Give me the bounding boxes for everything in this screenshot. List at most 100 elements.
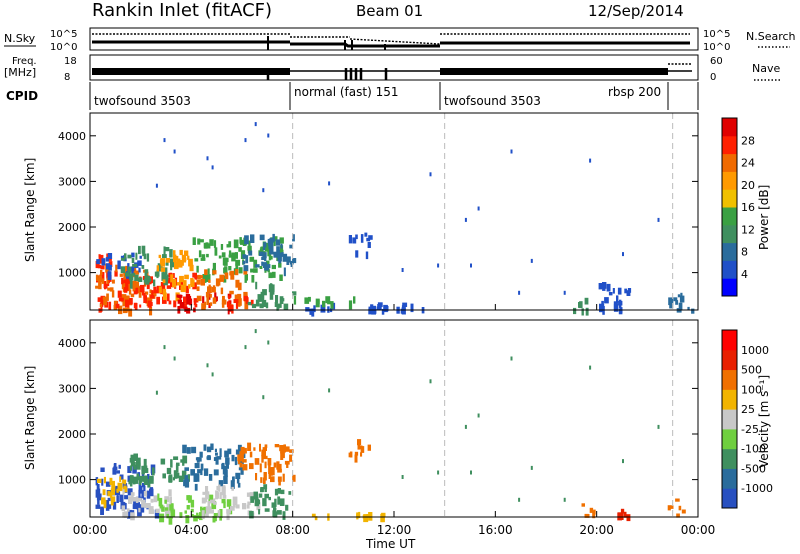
power-cell bbox=[309, 308, 313, 315]
power-cell bbox=[183, 303, 187, 310]
vel-point bbox=[254, 329, 257, 334]
vel-cell bbox=[289, 449, 294, 453]
power-cell bbox=[135, 288, 138, 292]
vel-cell bbox=[184, 479, 190, 488]
power-cell bbox=[202, 274, 207, 283]
power-cell bbox=[280, 243, 283, 249]
power-cell bbox=[163, 246, 166, 255]
freq-tick-top: 18 bbox=[64, 56, 77, 67]
power-cell bbox=[261, 261, 264, 266]
vel-cell bbox=[187, 474, 190, 482]
vel-cell bbox=[186, 447, 191, 454]
vel-cell bbox=[190, 469, 195, 476]
velocity-data bbox=[95, 320, 686, 525]
vel-point bbox=[477, 413, 480, 418]
power-ytick-label: 4000 bbox=[58, 130, 86, 143]
power-cell bbox=[188, 284, 191, 289]
power-cell bbox=[264, 252, 267, 259]
vel-cell bbox=[180, 459, 184, 463]
vel-cell bbox=[124, 495, 128, 500]
vel-point bbox=[622, 459, 624, 464]
vel-cell bbox=[216, 485, 219, 490]
vel-cell bbox=[246, 492, 251, 497]
power-cell bbox=[259, 251, 264, 256]
vel-cell bbox=[135, 457, 141, 467]
power-cell bbox=[165, 262, 169, 266]
power-cell bbox=[368, 306, 371, 311]
vel-cell bbox=[348, 452, 352, 458]
power-cell bbox=[250, 268, 255, 273]
vel-cell bbox=[102, 489, 106, 496]
vel-cell bbox=[113, 466, 118, 471]
power-cell bbox=[248, 240, 251, 248]
power-point bbox=[477, 206, 480, 211]
power-cell bbox=[173, 254, 177, 263]
power-cell bbox=[224, 272, 229, 280]
power-cell bbox=[162, 296, 167, 304]
vel-cell bbox=[139, 504, 145, 513]
vel-cell bbox=[123, 479, 127, 485]
vel-cell bbox=[112, 467, 117, 475]
vel-cell bbox=[96, 484, 100, 492]
vel-cell bbox=[237, 482, 241, 488]
power-cell bbox=[141, 245, 146, 254]
power-cell bbox=[100, 270, 103, 275]
vel-cell bbox=[107, 504, 112, 509]
vel-colorbar-swatch bbox=[722, 389, 737, 410]
power-cell bbox=[176, 258, 181, 268]
vel-cell bbox=[211, 501, 217, 510]
x-tick-label: 00:00 bbox=[73, 523, 108, 537]
power-cell bbox=[178, 260, 184, 266]
vel-cell bbox=[97, 498, 100, 505]
vel-point bbox=[589, 365, 592, 370]
power-point bbox=[254, 122, 257, 127]
power-cell bbox=[128, 308, 133, 317]
power-cell bbox=[170, 262, 173, 271]
velocity-yticks: 4000 3000 2000 1000 bbox=[58, 337, 698, 487]
power-cell bbox=[233, 239, 239, 249]
nsearch-label: N.Search bbox=[746, 30, 796, 43]
power-cell bbox=[119, 273, 123, 277]
power-cell bbox=[239, 237, 242, 244]
power-cell bbox=[308, 296, 311, 302]
vel-cell bbox=[280, 451, 285, 459]
vel-cell bbox=[264, 493, 269, 499]
vel-cell bbox=[205, 513, 209, 517]
vel-cell bbox=[274, 444, 280, 448]
power-cell bbox=[208, 279, 211, 283]
power-cell bbox=[160, 289, 165, 295]
power-point bbox=[429, 172, 432, 177]
cpid-segment-2: normal (fast) 151 bbox=[294, 85, 398, 99]
vel-cell bbox=[213, 469, 219, 476]
vel-cell bbox=[226, 499, 232, 507]
power-cell bbox=[177, 282, 181, 286]
power-cell bbox=[235, 259, 241, 266]
power-cell bbox=[368, 235, 373, 240]
vel-cell bbox=[222, 494, 227, 499]
power-cell bbox=[627, 288, 632, 293]
power-cell bbox=[129, 273, 134, 281]
vel-colorbar-frame bbox=[721, 329, 738, 509]
power-cell bbox=[237, 282, 242, 291]
vel-colorbar-swatch bbox=[722, 330, 737, 351]
power-cell bbox=[139, 304, 142, 308]
vel-cell bbox=[249, 510, 254, 519]
vel-cell bbox=[119, 476, 122, 482]
power-cell bbox=[292, 291, 297, 296]
freq-label-2: [MHz] bbox=[4, 66, 36, 79]
power-cell bbox=[115, 303, 120, 309]
vel-cell bbox=[141, 490, 144, 499]
power-colorbar-swatch bbox=[722, 118, 737, 137]
power-cell bbox=[129, 280, 133, 289]
power-cell bbox=[290, 262, 293, 267]
velocity-colorbar: 1000 500 100 25 -25 -100 -500 -1000 bbox=[721, 329, 773, 509]
power-cell bbox=[201, 303, 206, 310]
power-cell bbox=[153, 289, 158, 294]
vel-cell bbox=[207, 491, 210, 500]
vel-cell bbox=[235, 449, 240, 455]
power-cell bbox=[233, 299, 239, 303]
vel-cell bbox=[132, 497, 137, 502]
nsearch-tick-top: 10^5 bbox=[703, 29, 730, 40]
power-cell bbox=[669, 300, 674, 309]
power-cell bbox=[617, 287, 622, 295]
